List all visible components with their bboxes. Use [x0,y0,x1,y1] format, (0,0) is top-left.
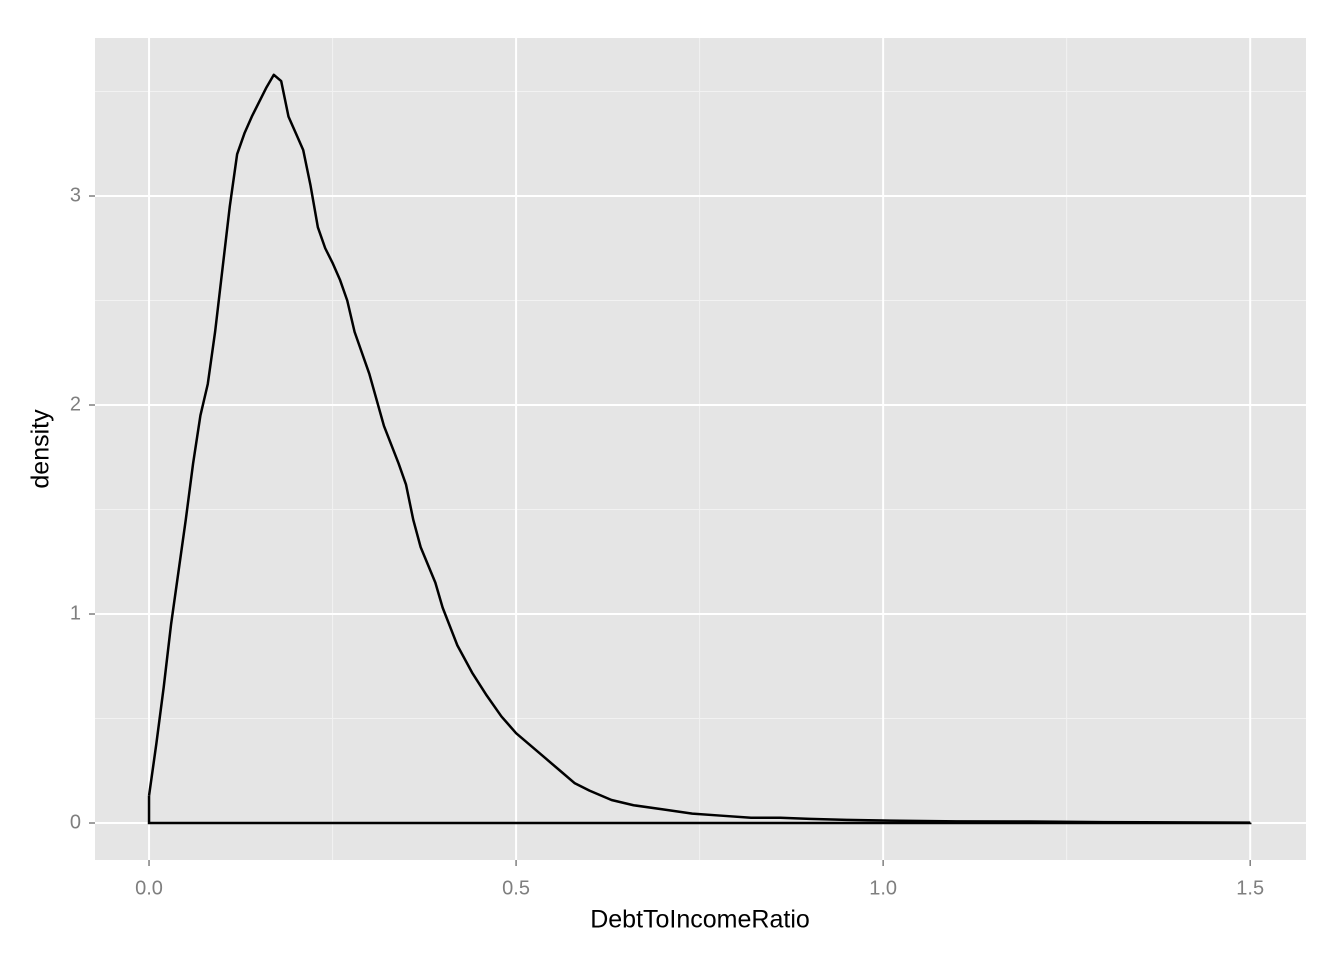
x-tick-label: 0.0 [135,877,163,899]
x-tick-label: 0.5 [502,877,530,899]
x-tick-label: 1.5 [1236,877,1264,899]
density-line [147,73,1251,824]
marks [147,73,1252,825]
y-tick-label: 1 [70,602,81,624]
y-tick-label: 0 [70,811,81,833]
x-tick-label: 1.0 [869,877,897,899]
density-outline-base [147,795,1252,825]
y-axis-title: density [27,409,55,489]
y-tick-label: 3 [70,184,81,206]
panel [95,38,1306,860]
y-tick-label: 2 [70,393,81,415]
x-axis-title: DebtToIncomeRatio [590,906,810,934]
